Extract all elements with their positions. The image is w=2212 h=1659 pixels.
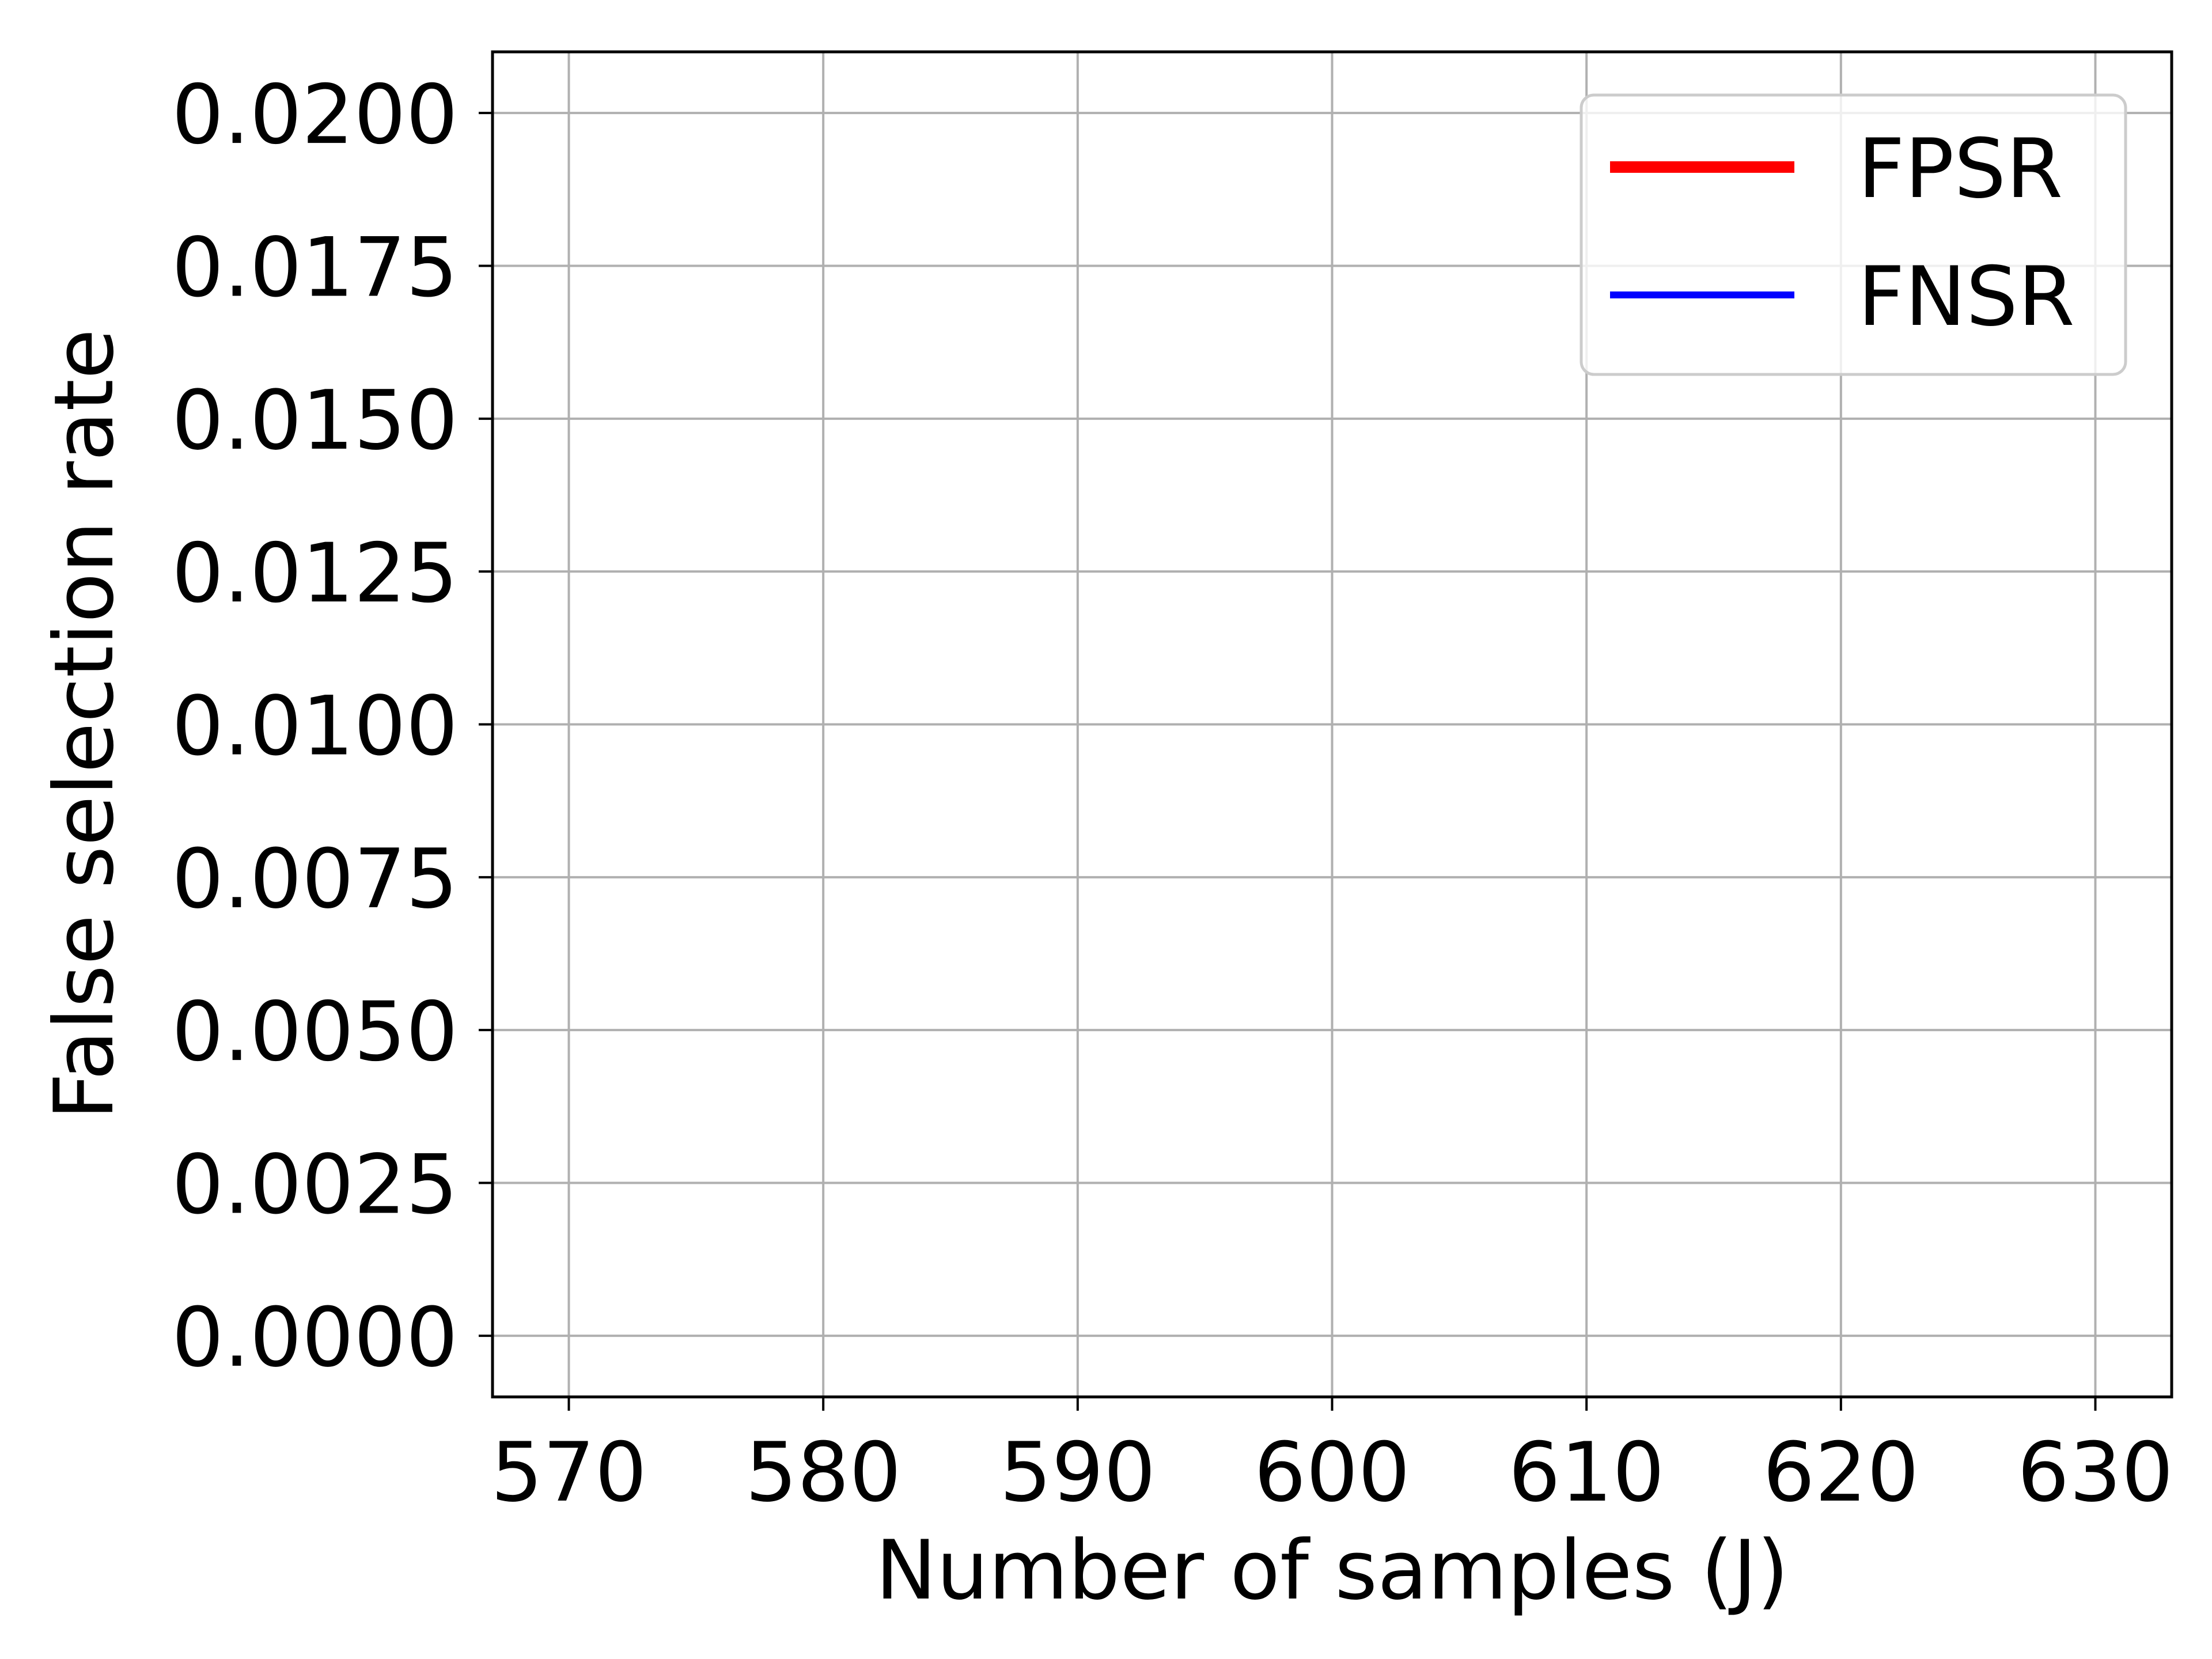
y-tick-label: 0.0150 bbox=[172, 373, 458, 468]
y-axis-label: False selection rate bbox=[37, 329, 132, 1120]
legend-label-fnsr: FNSR bbox=[1858, 249, 2075, 344]
x-tick-label: 590 bbox=[999, 1425, 1156, 1520]
y-tick-label: 0.0000 bbox=[172, 1290, 458, 1385]
x-tick-label: 600 bbox=[1254, 1425, 1410, 1520]
y-tick-label: 0.0025 bbox=[172, 1138, 458, 1233]
axis-ticks: 570 580 590 600 610 620 630 0.0000 0.0025 0.0050 0… bbox=[172, 67, 2173, 1520]
y-tick-label: 0.0075 bbox=[172, 832, 458, 927]
grid bbox=[493, 52, 2172, 1397]
x-tick-label: 620 bbox=[1763, 1425, 1919, 1520]
x-axis-label: Number of samples (J) bbox=[876, 1523, 1789, 1618]
x-tick-label: 570 bbox=[491, 1425, 647, 1520]
y-tick-label: 0.0175 bbox=[172, 220, 458, 315]
y-tick-label: 0.0200 bbox=[172, 67, 458, 162]
y-tick-label: 0.0100 bbox=[172, 679, 458, 774]
legend: FPSR FNSR bbox=[1580, 93, 2127, 376]
y-tick-label: 0.0050 bbox=[172, 984, 458, 1080]
legend-label-fpsr: FPSR bbox=[1858, 122, 2063, 217]
x-tick-label: 580 bbox=[745, 1425, 902, 1520]
y-tick-label: 0.0125 bbox=[172, 526, 458, 621]
x-tick-label: 610 bbox=[1509, 1425, 1665, 1520]
x-tick-label: 630 bbox=[2017, 1425, 2173, 1520]
